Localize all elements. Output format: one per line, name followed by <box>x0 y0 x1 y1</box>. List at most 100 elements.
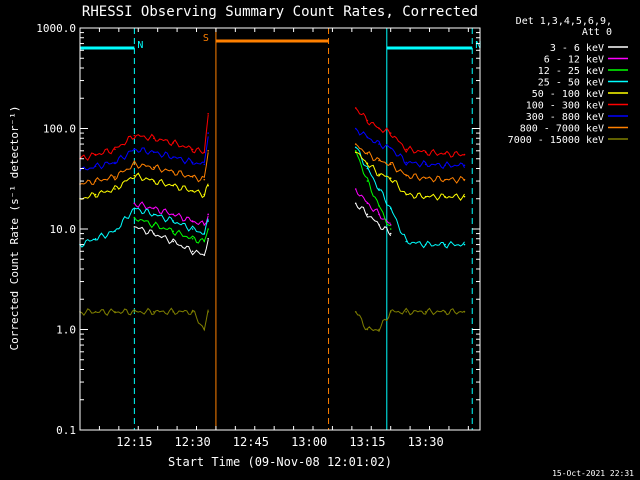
series-point-2-1-3 <box>389 228 392 230</box>
night-span-label-1: N <box>475 40 481 51</box>
series-point-6-1-2 <box>378 143 380 145</box>
series-line-1-seg-0 <box>133 201 209 226</box>
generation-timestamp: 15-Oct-2021 22:31 <box>552 469 634 478</box>
series-point-1-1-2 <box>378 213 380 216</box>
series-point-4-0-6 <box>191 189 194 192</box>
series-point-6-1-0 <box>354 127 357 130</box>
series-point-4-1-6 <box>444 195 446 198</box>
series-point-7-1-4 <box>405 174 408 177</box>
series-point-6-1-1 <box>366 136 369 138</box>
series-line-4-seg-0 <box>79 172 209 200</box>
series-point-4-0-8 <box>207 184 209 187</box>
series-point-3-0-7 <box>203 232 206 235</box>
series-point-4-0-4 <box>152 180 155 182</box>
series-point-0-0-5 <box>207 237 209 240</box>
series-point-0-0-4 <box>203 254 206 256</box>
x-tick-label-5: 13:30 <box>408 435 444 449</box>
series-point-2-0-1 <box>152 224 155 226</box>
series-point-3-0-2 <box>114 230 116 233</box>
night-span-label-0: N <box>137 40 143 51</box>
y-axis-label: Corrected Count Rate (s⁻¹ detector⁻¹) <box>8 105 21 350</box>
series-point-3-1-1 <box>366 167 369 170</box>
series-point-6-0-3 <box>133 148 136 151</box>
series-line-1-seg-1 <box>355 188 391 224</box>
series-point-8-0-4 <box>152 311 155 313</box>
plot-axes: 0.1 1.0 10.0 100.0 1000.0 12:15 12:30 12:45 13:0… <box>36 22 481 449</box>
series-point-4-0-3 <box>133 174 136 177</box>
series-point-7-1-5 <box>424 177 427 180</box>
legend-label-3: 25 - 50 keV <box>538 78 604 89</box>
series-point-8-0-6 <box>191 311 194 313</box>
series-point-4-1-4 <box>405 193 408 196</box>
series-point-3-0-6 <box>191 228 194 230</box>
legend-label-2: 12 - 25 keV <box>538 66 604 77</box>
series-point-6-0-6 <box>191 161 194 164</box>
series-point-4-1-5 <box>424 195 427 198</box>
series-point-4-0-1 <box>94 193 97 196</box>
series-point-6-1-5 <box>424 163 427 166</box>
series-point-3-1-5 <box>424 243 427 246</box>
series-point-3-0-4 <box>152 213 155 216</box>
series-line-0-seg-0 <box>134 226 209 257</box>
series-point-8-0-8 <box>207 311 209 313</box>
series-point-3-0-8 <box>207 220 209 222</box>
chart-title: RHESSI Observing Summary Count Rates, Co… <box>82 4 478 20</box>
series-point-1-1-0 <box>354 188 357 190</box>
series-point-7-1-6 <box>444 178 446 181</box>
series-point-8-0-3 <box>133 311 136 313</box>
series-point-8-1-4 <box>405 311 408 313</box>
series-line-6-seg-1 <box>355 128 465 170</box>
series-point-1-0-0 <box>133 202 136 205</box>
series-point-8-0-5 <box>172 311 175 313</box>
series-point-5-1-7 <box>463 153 466 156</box>
series-point-5-0-8 <box>207 113 209 115</box>
series-point-4-0-7 <box>203 193 206 196</box>
series-point-5-1-3 <box>389 132 392 134</box>
x-axis-label: Start Time (09-Nov-08 12:01:02) <box>168 455 392 469</box>
series-point-8-1-7 <box>463 311 466 313</box>
series-point-7-1-2 <box>378 159 380 162</box>
series-point-4-0-5 <box>172 184 175 187</box>
series-point-6-0-2 <box>114 161 116 164</box>
legend-label-4: 50 - 100 keV <box>532 89 604 100</box>
series-point-3-1-0 <box>354 146 357 149</box>
series-point-2-0-0 <box>133 216 136 219</box>
series-line-0-seg-1 <box>355 203 392 237</box>
series-point-3-1-6 <box>444 243 446 246</box>
series-line-3-seg-1 <box>355 146 465 249</box>
series-point-6-1-7 <box>463 164 466 167</box>
series-point-2-1-2 <box>378 205 380 207</box>
x-tick-label-3: 13:00 <box>291 435 327 449</box>
series-point-5-0-6 <box>191 148 194 151</box>
series-point-7-0-1 <box>94 180 97 182</box>
series-line-8-seg-1 <box>355 307 465 332</box>
series-point-4-1-7 <box>463 195 466 198</box>
series-point-3-0-3 <box>133 207 136 210</box>
x-tick-label-1: 12:30 <box>175 435 211 449</box>
series-point-0-0-3 <box>191 250 194 253</box>
series-point-2-0-3 <box>191 237 194 240</box>
y-tick-label-4: 1000.0 <box>36 22 76 35</box>
series-point-0-0-2 <box>172 240 175 243</box>
x-tick-label-4: 13:15 <box>349 435 385 449</box>
series-point-0-1-1 <box>366 213 369 216</box>
series-point-7-0-2 <box>114 176 116 178</box>
series-line-5-seg-1 <box>355 107 465 158</box>
series-point-4-1-2 <box>378 173 380 176</box>
series-point-4-1-0 <box>354 151 357 154</box>
legend-label-1: 6 - 12 keV <box>544 55 604 66</box>
series-point-5-1-0 <box>354 107 357 109</box>
series-line-4-seg-1 <box>355 151 465 201</box>
legend-header-0: Det 1,3,4,5,6,9, <box>516 16 612 27</box>
series-point-2-0-5 <box>207 228 209 230</box>
series-point-5-0-2 <box>114 148 116 151</box>
series-point-7-1-0 <box>354 143 357 145</box>
series-point-8-1-1 <box>366 328 369 331</box>
series-point-1-0-2 <box>172 213 175 216</box>
series-point-8-1-5 <box>424 311 427 313</box>
y-tick-label-3: 100.0 <box>43 123 76 136</box>
series-point-5-1-4 <box>405 148 408 151</box>
series-line-5-seg-0 <box>79 114 209 162</box>
series-point-3-0-5 <box>172 220 175 222</box>
